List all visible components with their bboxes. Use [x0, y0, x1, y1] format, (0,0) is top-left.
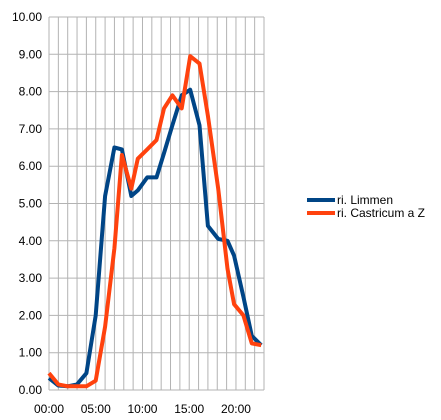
y-tick-label: 3.00 [19, 271, 43, 285]
y-tick-label: 10.00 [12, 10, 42, 24]
y-tick-label: 7.00 [19, 122, 43, 136]
x-tick-label: 20:00 [221, 402, 251, 416]
y-tick-label: 1.00 [19, 346, 43, 360]
x-tick-label: 00:00 [34, 402, 64, 416]
series-line-2 [47, 54, 262, 389]
chart-series [47, 54, 263, 389]
y-tick-label: 6.00 [19, 159, 43, 173]
y-tick-label: 2.00 [19, 308, 43, 322]
y-tick-label: 0.00 [19, 383, 43, 397]
chart-grid [48, 16, 265, 391]
y-tick-label: 4.00 [19, 234, 43, 248]
y-tick-label: 8.00 [19, 85, 43, 99]
x-tick-label: 05:00 [81, 402, 111, 416]
x-axis: 00:00 05:00 10:00 15:00 20:00 [34, 389, 264, 416]
x-tick-label: 15:00 [174, 402, 204, 416]
legend-label: ri. Castricum a Z [337, 206, 425, 220]
y-tick-label: 5.00 [19, 197, 43, 211]
y-axis: 0.00 1.00 2.00 3.00 4.00 5.00 6.00 7.00 8.00 9.00… [12, 10, 50, 397]
x-tick-label: 10:00 [127, 402, 157, 416]
legend-label: ri. Limmen [337, 193, 393, 207]
y-tick-label: 9.00 [19, 47, 43, 61]
series-line-1 [47, 87, 263, 389]
